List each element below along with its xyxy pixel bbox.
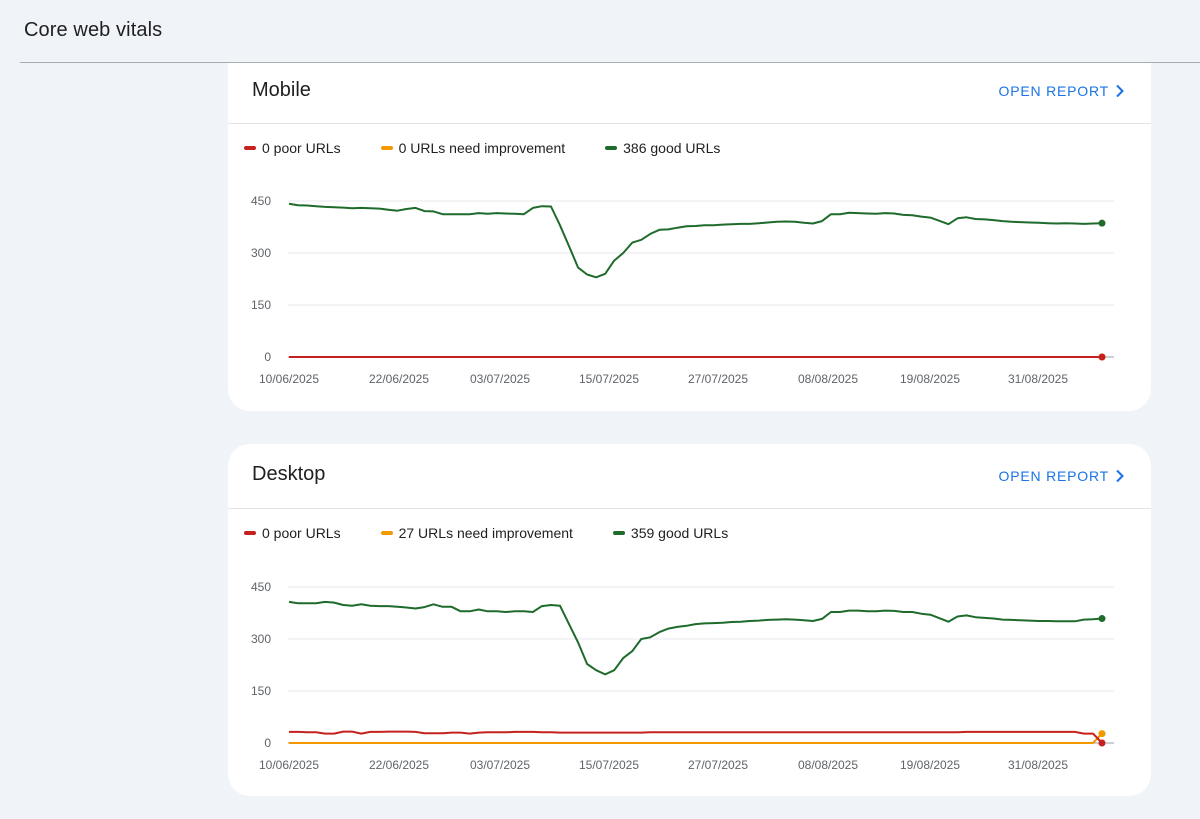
series-endpoint-good bbox=[1098, 615, 1106, 623]
series-line-poor bbox=[289, 730, 1103, 744]
desktop-card: Desktop OPEN REPORT 0 poor URLs 27 URLs … bbox=[228, 444, 1151, 796]
x-tick-label: 31/08/2025 bbox=[1008, 372, 1068, 386]
y-tick-label: 150 bbox=[251, 298, 271, 312]
x-tick-label: 10/06/2025 bbox=[259, 372, 319, 386]
x-tick-label: 22/06/2025 bbox=[369, 372, 429, 386]
legend-swatch-poor bbox=[244, 531, 256, 535]
desktop-chart: 450 300 150 0 10/06/2025 22/06/2025 03/07/2025… bbox=[251, 580, 1114, 772]
x-tick-label: 22/06/2025 bbox=[369, 758, 429, 772]
legend-item-needs-improvement[interactable]: 27 URLs need improvement bbox=[380, 525, 573, 541]
card-title-mobile: Mobile bbox=[252, 79, 311, 101]
x-tick-label: 10/06/2025 bbox=[259, 758, 319, 772]
x-tick-label: 19/08/2025 bbox=[900, 372, 960, 386]
legend-label-poor: 0 poor URLs bbox=[262, 140, 341, 156]
x-tick-label: 27/07/2025 bbox=[688, 758, 748, 772]
series-endpoint-poor bbox=[1098, 739, 1106, 747]
chevron-right-icon bbox=[1116, 84, 1124, 98]
mobile-card: Mobile OPEN REPORT 0 poor URLs 0 URLs ne… bbox=[228, 63, 1151, 411]
legend-desktop: 0 poor URLs 27 URLs need improvement 359… bbox=[244, 525, 768, 541]
legend-item-good[interactable]: 359 good URLs bbox=[612, 525, 729, 541]
y-tick-label: 150 bbox=[251, 684, 271, 698]
legend-label-needs-improvement: 27 URLs need improvement bbox=[398, 525, 573, 541]
y-tick-label: 0 bbox=[264, 736, 271, 750]
y-tick-label: 450 bbox=[251, 194, 271, 208]
x-tick-label: 27/07/2025 bbox=[688, 372, 748, 386]
x-tick-label: 15/07/2025 bbox=[579, 758, 639, 772]
legend-swatch-poor bbox=[244, 146, 256, 150]
legend-mobile: 0 poor URLs 0 URLs need improvement 386 … bbox=[244, 140, 760, 156]
series-line-good bbox=[288, 202, 1103, 279]
card-title-desktop: Desktop bbox=[252, 463, 326, 485]
x-tick-label: 08/08/2025 bbox=[798, 758, 858, 772]
series-endpoint-poor bbox=[1098, 353, 1106, 361]
x-tick-label: 03/07/2025 bbox=[470, 758, 530, 772]
legend-swatch-needs-improvement bbox=[380, 146, 393, 150]
legend-item-needs-improvement[interactable]: 0 URLs need improvement bbox=[380, 140, 566, 156]
open-report-mobile-button[interactable]: OPEN REPORT bbox=[999, 83, 1125, 99]
x-tick-label: 19/08/2025 bbox=[900, 758, 960, 772]
y-tick-label: 300 bbox=[251, 632, 271, 646]
mobile-chart: 450 300 150 0 10/06/2025 22/06/2025 03/07/2025… bbox=[251, 194, 1114, 386]
legend-item-poor[interactable]: 0 poor URLs bbox=[244, 140, 341, 156]
header-divider bbox=[20, 62, 1200, 63]
legend-item-good[interactable]: 386 good URLs bbox=[605, 140, 720, 156]
series-line-good bbox=[288, 600, 1103, 676]
x-tick-label: 31/08/2025 bbox=[1008, 758, 1068, 772]
x-tick-label: 03/07/2025 bbox=[470, 372, 530, 386]
card-divider bbox=[228, 508, 1151, 509]
legend-item-poor[interactable]: 0 poor URLs bbox=[244, 525, 341, 541]
x-tick-label: 15/07/2025 bbox=[579, 372, 639, 386]
series-endpoint-needs-improvement bbox=[1098, 730, 1106, 738]
open-report-label: OPEN REPORT bbox=[998, 468, 1109, 484]
open-report-desktop-button[interactable]: OPEN REPORT bbox=[999, 468, 1125, 484]
legend-swatch-good bbox=[612, 531, 625, 535]
page-header: Core web vitals bbox=[0, 0, 1200, 62]
open-report-label: OPEN REPORT bbox=[998, 83, 1109, 99]
legend-label-needs-improvement: 0 URLs need improvement bbox=[398, 140, 566, 156]
series-line-needs-improvement bbox=[289, 732, 1103, 744]
legend-label-good: 386 good URLs bbox=[623, 140, 721, 156]
series-endpoint-good bbox=[1098, 219, 1106, 227]
legend-swatch-needs-improvement bbox=[380, 531, 393, 535]
y-tick-label: 450 bbox=[251, 580, 271, 594]
legend-swatch-good bbox=[605, 146, 618, 150]
card-divider bbox=[228, 123, 1151, 124]
legend-label-poor: 0 poor URLs bbox=[262, 525, 341, 541]
y-tick-label: 0 bbox=[264, 350, 271, 364]
chevron-right-icon bbox=[1116, 469, 1124, 483]
page-title: Core web vitals bbox=[24, 19, 163, 41]
legend-label-good: 359 good URLs bbox=[630, 525, 729, 541]
x-tick-label: 08/08/2025 bbox=[798, 372, 858, 386]
y-tick-label: 300 bbox=[251, 246, 271, 260]
